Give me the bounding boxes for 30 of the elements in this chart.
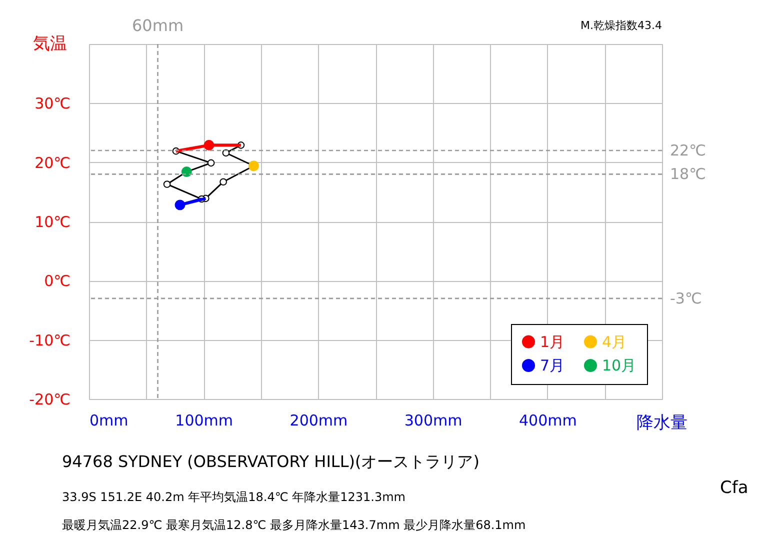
- point: [163, 180, 171, 188]
- text: Cfa: [720, 478, 748, 498]
- x-tick-label: 100mm: [175, 412, 234, 430]
- y-tick-label: 30℃: [34, 94, 70, 113]
- point: [220, 178, 227, 186]
- y-tick-label: -20℃: [29, 390, 70, 408]
- point: [204, 140, 214, 150]
- legend-label: 4月: [602, 332, 627, 351]
- text: 94768 SYDNEY (OBSERVATORY HILL)(オーストラリア): [62, 452, 480, 471]
- x-tick-label: 200mm: [290, 412, 348, 430]
- legend-label: 1月: [540, 332, 565, 351]
- text: 33.9S 151.2E 40.2m 年平均気温18.4℃ 年降水量1231.3mm: [62, 490, 406, 504]
- ref-line-label: -3℃: [670, 289, 702, 308]
- legend-label: 7月: [540, 356, 565, 374]
- ref-line-label: 22℃: [670, 142, 706, 160]
- point: [207, 159, 215, 167]
- x-tick-label: 400mm: [518, 412, 577, 430]
- text: 最暖月気温22.9℃ 最寒月気温12.8℃ 最多月降水量143.7mm 最少月降水量68.1mm: [62, 518, 526, 532]
- x-axis-title: 降水量: [636, 413, 688, 433]
- y-tick-label: 0℃: [44, 272, 70, 290]
- y-tick-label: 20℃: [34, 154, 70, 172]
- y-tick-label: 10℃: [34, 213, 70, 231]
- y-axis-title: 気温: [33, 34, 67, 54]
- ref-line-label: 18℃: [670, 165, 706, 184]
- x-tick-label: 300mm: [404, 412, 462, 430]
- legend-label: 10月: [602, 356, 636, 374]
- y-tick-label: -10℃: [29, 331, 70, 350]
- x-tick-label: 0mm: [90, 412, 128, 430]
- text: M.乾燥指数43.4: [580, 19, 662, 32]
- ref-line-label: 60mm: [132, 16, 184, 35]
